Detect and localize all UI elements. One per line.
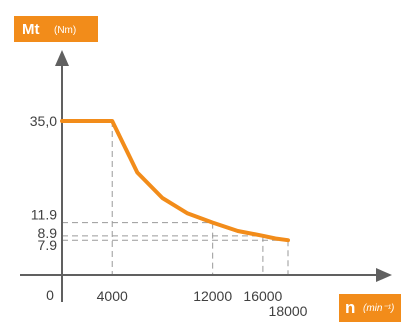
- y-tick-label-0: 35,0: [30, 113, 57, 129]
- x-axis-symbol: n: [345, 298, 356, 317]
- y-axis-label: Mt (Nm): [14, 16, 98, 42]
- x-axis-label: n (min⁻¹): [339, 294, 401, 322]
- x-tick-label-2: 12000: [193, 288, 232, 304]
- y-axis-unit: (Nm): [54, 25, 77, 36]
- x-tick-label-3: 16000: [243, 288, 282, 304]
- torque-curve: [60, 119, 290, 243]
- y-tick-label-3: 7.9: [38, 237, 58, 253]
- x-tick-label-0: 0: [46, 287, 54, 303]
- x-tick-label-4: 18000: [269, 303, 308, 319]
- x-axis-unit: (min⁻¹): [363, 303, 395, 314]
- x-axis-arrow: [376, 268, 392, 282]
- y-axis-symbol: Mt: [22, 21, 40, 38]
- y-axis-arrow: [55, 50, 69, 66]
- y-tick-label-1: 11.9: [31, 207, 57, 223]
- x-tick-label-1: 4000: [97, 288, 128, 304]
- y-tick-label-2: 8.9: [38, 225, 58, 241]
